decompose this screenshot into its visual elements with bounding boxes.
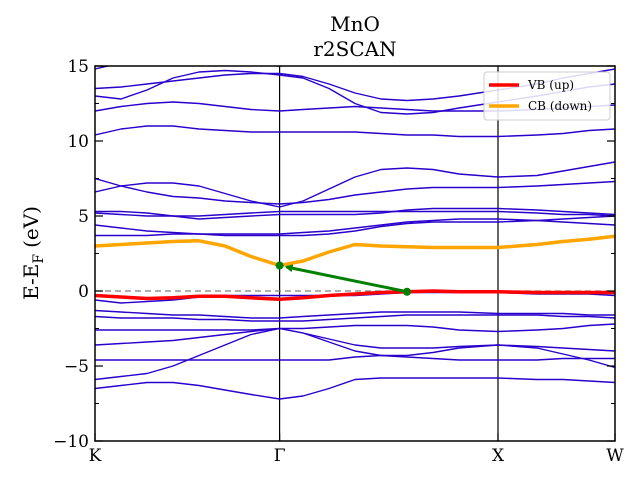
y-axis-label-subscript: F <box>31 254 47 264</box>
chart-subtitle: r2SCAN <box>313 37 396 61</box>
y-tick-label-4: 10 <box>67 132 89 152</box>
plot-frame <box>94 65 616 442</box>
chart-title: MnO <box>330 12 380 36</box>
band-line-13 <box>95 161 615 208</box>
series-line-vb <box>95 289 615 302</box>
band-line-2 <box>95 354 615 361</box>
y-tick-label-1: −5 <box>64 357 89 377</box>
band-line-1 <box>95 327 615 381</box>
y-tick-label-2: 0 <box>78 282 89 302</box>
x-tick-label-1: Γ <box>274 446 286 466</box>
band-line-3 <box>95 327 615 352</box>
legend-label-vb: VB (up) <box>527 78 574 92</box>
y-tick-label-0: −10 <box>53 432 89 452</box>
vbm-point <box>403 287 411 296</box>
legend-label-cb: CB (down) <box>528 99 592 113</box>
band-line-12 <box>95 177 615 205</box>
series-layer <box>95 234 615 302</box>
y-axis-label-unit: (eV) <box>19 206 43 248</box>
transition-arrow <box>284 264 408 294</box>
band-line-0 <box>95 377 615 400</box>
legend: VB (up) CB (down) <box>483 71 611 121</box>
x-tick-label-0: K <box>89 446 102 466</box>
series-line-cb <box>95 234 615 268</box>
band-line-9 <box>95 215 615 237</box>
y-tick-label-3: 5 <box>78 207 89 227</box>
y-tick-label-5: 15 <box>67 57 89 77</box>
band-line-4 <box>95 323 615 333</box>
band-line-14 <box>95 125 615 138</box>
cbm-point <box>275 261 284 270</box>
band-line-6 <box>95 309 615 319</box>
y-axis-label: E-EF(eV) <box>19 206 47 300</box>
x-tick-label-2: X <box>492 446 505 466</box>
band-line-5 <box>95 314 615 322</box>
ticks-layer: −10 −5 0 5 10 15 K Γ X W <box>53 57 624 466</box>
x-tick-label-3: W <box>606 446 624 466</box>
band-line-11 <box>95 207 615 220</box>
